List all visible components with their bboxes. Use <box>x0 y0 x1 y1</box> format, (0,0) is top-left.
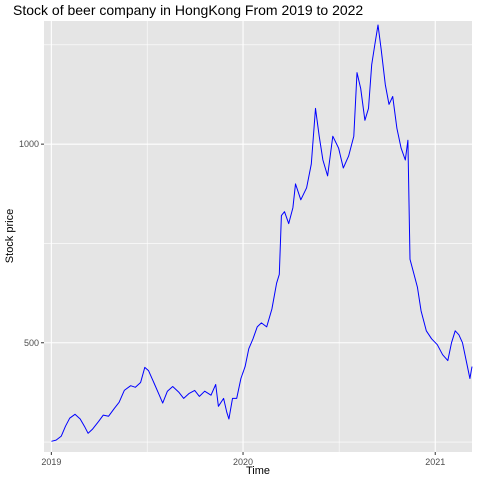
major-gridlines <box>44 21 472 452</box>
x-axis-title: Time <box>246 465 270 477</box>
x-tick-label: 2020 <box>233 457 253 467</box>
chart-title: Stock of beer company in HongKong From 2… <box>13 2 363 18</box>
series-line <box>51 24 473 442</box>
y-tick-label: 1000 <box>19 139 39 149</box>
y-axis-ticks: 500 1000 <box>19 139 44 348</box>
series-layer <box>51 24 473 442</box>
x-axis-ticks: 2019 2020 2021 <box>41 452 445 467</box>
minor-gridlines <box>44 21 472 452</box>
x-tick-label: 2021 <box>425 457 445 467</box>
y-axis-title: Stock price <box>4 209 16 263</box>
plot-panel <box>44 21 472 452</box>
x-tick-label: 2019 <box>41 457 61 467</box>
y-tick-label: 500 <box>24 338 39 348</box>
